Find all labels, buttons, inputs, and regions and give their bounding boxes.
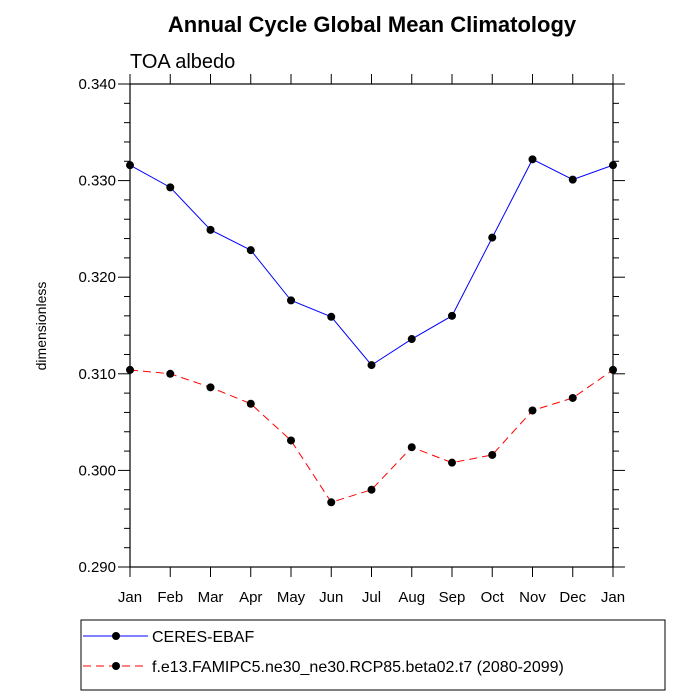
series-1-point bbox=[367, 485, 376, 494]
x-tick-label: Jan bbox=[601, 589, 625, 606]
x-tick-label: Apr bbox=[239, 589, 262, 606]
series-0-point bbox=[488, 233, 497, 242]
chart-title: Annual Cycle Global Mean Climatology bbox=[168, 12, 577, 37]
series-0-point bbox=[528, 155, 537, 164]
series-1-point bbox=[206, 383, 215, 392]
series-line-0 bbox=[129, 158, 614, 366]
series-line-1 bbox=[129, 369, 614, 503]
legend-marker-model bbox=[112, 662, 120, 670]
legend-label-ceres: CERES-EBAF bbox=[152, 629, 254, 646]
series-1-point bbox=[488, 450, 497, 459]
plot-frame bbox=[129, 83, 614, 568]
series-0-point bbox=[246, 246, 255, 255]
series-1-point bbox=[528, 406, 537, 415]
series-0-point bbox=[568, 175, 577, 184]
x-tick-label: Feb bbox=[157, 589, 183, 606]
x-tick-label: Jan bbox=[118, 589, 142, 606]
series-1-point bbox=[448, 458, 456, 467]
chart-subtitle: TOA albedo bbox=[130, 51, 235, 73]
legend-marker-ceres bbox=[112, 632, 120, 640]
y-tick-label: 0.340 bbox=[78, 76, 116, 93]
series-0-point bbox=[206, 225, 215, 234]
legend-label-model: f.e13.FAMIPC5.ne30_ne30.RCP85.beta02.t7 … bbox=[152, 659, 564, 676]
x-tick-label: Sep bbox=[439, 589, 466, 606]
x-tick-label: May bbox=[277, 589, 306, 606]
x-tick-label: Oct bbox=[481, 589, 505, 606]
y-tick-label: 0.300 bbox=[78, 462, 116, 479]
series-0-point bbox=[287, 296, 295, 305]
x-tick-label: Jul bbox=[362, 589, 381, 606]
x-tick-label: Dec bbox=[559, 589, 586, 606]
x-tick-label: Mar bbox=[198, 589, 224, 606]
y-tick-label: 0.320 bbox=[78, 269, 116, 286]
y-tick-label: 0.310 bbox=[78, 366, 116, 383]
legend-item-ceres: CERES-EBAF bbox=[83, 629, 254, 646]
series-0-point bbox=[407, 335, 416, 344]
series-1-point bbox=[166, 369, 175, 378]
series-0-point bbox=[367, 361, 376, 370]
x-tick-label: Nov bbox=[519, 589, 546, 606]
series-1-point bbox=[287, 436, 295, 445]
x-tick-label: Jun bbox=[319, 589, 343, 606]
series-0-point bbox=[166, 183, 175, 192]
x-tick-label: Aug bbox=[398, 589, 425, 606]
y-tick-label: 0.330 bbox=[78, 173, 116, 190]
series-0-point bbox=[448, 311, 456, 320]
series-0-point bbox=[327, 312, 336, 321]
series-1-point bbox=[327, 498, 336, 507]
y-axis-label: dimensionless bbox=[33, 282, 49, 371]
series-1-point bbox=[246, 399, 255, 408]
series-1-point bbox=[568, 393, 577, 402]
legend-box bbox=[80, 619, 666, 691]
series-1-point bbox=[407, 443, 416, 452]
y-tick-label: 0.290 bbox=[78, 559, 116, 576]
legend-item-model: f.e13.FAMIPC5.ne30_ne30.RCP85.beta02.t7 … bbox=[83, 659, 564, 676]
